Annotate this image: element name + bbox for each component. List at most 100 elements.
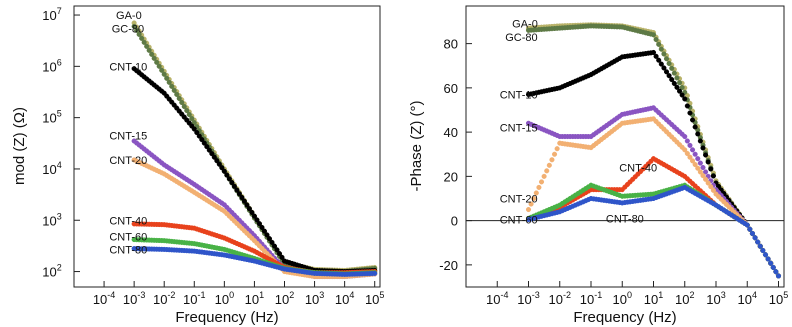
data-point — [749, 230, 756, 237]
data-point — [219, 165, 225, 171]
data-point — [166, 79, 172, 85]
data-point — [244, 202, 250, 208]
y-tick-label: 80 — [444, 37, 458, 52]
data-point — [692, 162, 698, 168]
data-point — [671, 80, 677, 86]
data-point — [221, 168, 227, 174]
data-point — [695, 165, 701, 171]
y-tick-label: 20 — [444, 169, 458, 184]
data-point — [762, 252, 769, 258]
data-point — [164, 75, 170, 81]
left-plot-frame — [73, 5, 381, 288]
right-plot-frame — [465, 5, 785, 288]
data-point — [226, 176, 232, 182]
data-point — [236, 191, 242, 197]
data-point — [692, 151, 698, 157]
data-point — [700, 173, 706, 179]
data-point — [679, 92, 685, 98]
data-point — [700, 145, 706, 151]
data-point — [757, 243, 763, 249]
x-tick-label: 105 — [365, 290, 384, 307]
data-point — [695, 156, 701, 162]
data-point — [710, 187, 716, 193]
data-point — [663, 69, 670, 75]
data-point — [684, 138, 690, 144]
series-label: CNT-80 — [606, 213, 644, 225]
y-tick-label: 105 — [42, 109, 61, 126]
data-point — [674, 75, 680, 81]
data-point — [676, 80, 683, 86]
data-point — [695, 131, 701, 137]
data-point — [131, 23, 137, 29]
x-tick-label: 10-3 — [517, 290, 539, 307]
data-point — [271, 243, 278, 249]
series-label: CNT-20 — [109, 155, 147, 167]
data-point — [546, 162, 552, 168]
data-point — [176, 95, 182, 102]
right-y-axis-label: -Phase (Z) (°) — [408, 100, 425, 191]
data-point — [760, 247, 766, 254]
data-point — [151, 55, 157, 61]
data-point — [276, 251, 283, 257]
y-tick-label: 103 — [42, 211, 61, 228]
data-point — [703, 152, 709, 158]
data-point — [141, 39, 147, 45]
x-tick-label: 10-2 — [549, 290, 571, 307]
data-point — [136, 31, 142, 37]
series-label: GA-0 — [512, 19, 538, 31]
data-point — [224, 172, 230, 178]
data-point — [653, 37, 659, 43]
data-point — [669, 77, 675, 83]
data-point — [765, 256, 771, 262]
data-point — [541, 173, 547, 179]
x-tick-label: 104 — [335, 290, 354, 307]
data-point — [231, 183, 237, 189]
data-point — [206, 147, 212, 153]
data-point — [184, 107, 190, 114]
data-point — [269, 239, 275, 245]
data-point — [179, 99, 185, 106]
data-point — [525, 207, 532, 213]
data-point — [697, 160, 703, 166]
data-point — [679, 84, 685, 91]
x-tick-label: 100 — [215, 290, 234, 307]
data-point — [239, 194, 245, 201]
data-point — [204, 144, 210, 150]
data-point — [650, 49, 657, 56]
series-label: CNT-10 — [500, 90, 538, 102]
data-point — [682, 96, 688, 102]
y-tick-label: 40 — [444, 125, 458, 140]
series-gc-80 — [525, 23, 782, 279]
data-point — [196, 133, 202, 139]
data-point — [261, 228, 267, 234]
series-label: CNT-60 — [109, 232, 147, 244]
data-point — [211, 154, 217, 160]
data-point — [533, 190, 539, 196]
data-point — [650, 32, 657, 38]
data-point — [705, 159, 711, 165]
data-point — [690, 117, 696, 123]
x-tick-label: 100 — [613, 290, 632, 307]
data-point — [249, 209, 255, 215]
data-point — [146, 47, 152, 53]
data-point — [669, 65, 675, 71]
data-point — [676, 88, 683, 94]
data-point — [538, 179, 545, 185]
data-point — [186, 112, 192, 118]
data-point — [229, 179, 235, 186]
data-point — [690, 158, 696, 164]
series-label: CNT-15 — [109, 130, 147, 142]
series-label: GC-80 — [505, 32, 537, 44]
data-point — [256, 221, 262, 227]
data-point — [264, 232, 270, 238]
left-x-axis-label: Frequency (Hz) — [175, 309, 278, 326]
series-cnt-10 — [525, 49, 782, 279]
series-label: CNT-20 — [500, 193, 538, 205]
data-point — [666, 60, 672, 67]
data-point — [171, 87, 177, 93]
x-tick-label: 102 — [275, 290, 294, 307]
series-label: CNT-60 — [500, 215, 538, 227]
data-point — [544, 168, 550, 174]
data-point — [254, 217, 260, 223]
